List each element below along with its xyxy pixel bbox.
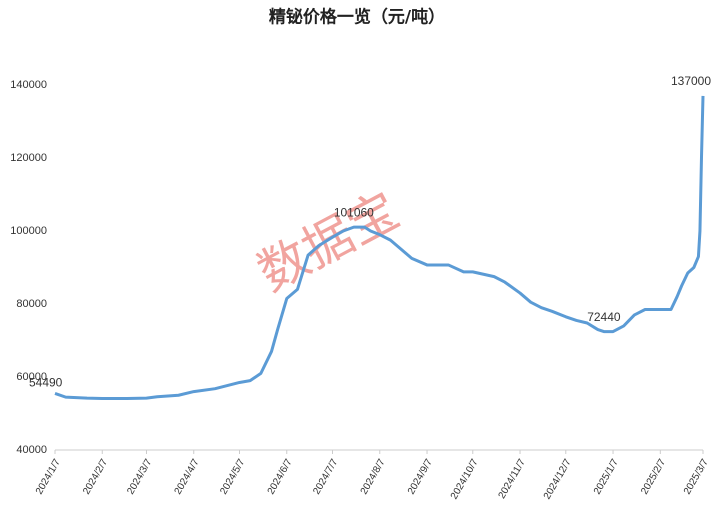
y-tick-label: 140000 <box>10 79 47 91</box>
watermark: 数据宝 <box>249 181 409 303</box>
x-tick-label: 2024/8/7 <box>359 457 388 497</box>
value-label: 72440 <box>587 310 621 324</box>
x-tick-label: 2024/5/7 <box>218 457 247 497</box>
x-tick-label: 2024/2/7 <box>81 457 110 497</box>
x-tick-label: 2024/10/7 <box>449 457 481 501</box>
y-tick-label: 100000 <box>10 225 47 237</box>
x-tick-label: 2024/9/7 <box>406 457 435 497</box>
chart-title: 精铋价格一览（元/吨） <box>269 7 445 28</box>
y-tick-label: 60000 <box>16 371 47 383</box>
x-tick-label: 2024/1/7 <box>34 457 63 497</box>
x-tick-label: 2025/3/7 <box>682 457 711 497</box>
x-tick-label: 2024/6/7 <box>266 457 295 497</box>
price-line <box>54 95 705 401</box>
x-tick-label: 2024/3/7 <box>125 457 154 497</box>
x-tick-label: 2024/12/7 <box>542 457 574 501</box>
x-tick-label: 2025/2/7 <box>639 457 668 497</box>
x-tick-label: 2024/4/7 <box>173 457 202 497</box>
value-label: 101060 <box>334 205 374 219</box>
x-tick-label: 2025/1/7 <box>592 457 621 497</box>
y-tick-label: 80000 <box>16 298 47 310</box>
y-tick-label: 120000 <box>10 152 47 164</box>
value-label: 54490 <box>29 375 63 389</box>
value-label: 137000 <box>671 74 711 88</box>
x-tick-label: 2024/7/7 <box>311 457 340 497</box>
x-tick-label: 2024/11/7 <box>497 457 529 501</box>
y-tick-label: 40000 <box>16 444 47 456</box>
